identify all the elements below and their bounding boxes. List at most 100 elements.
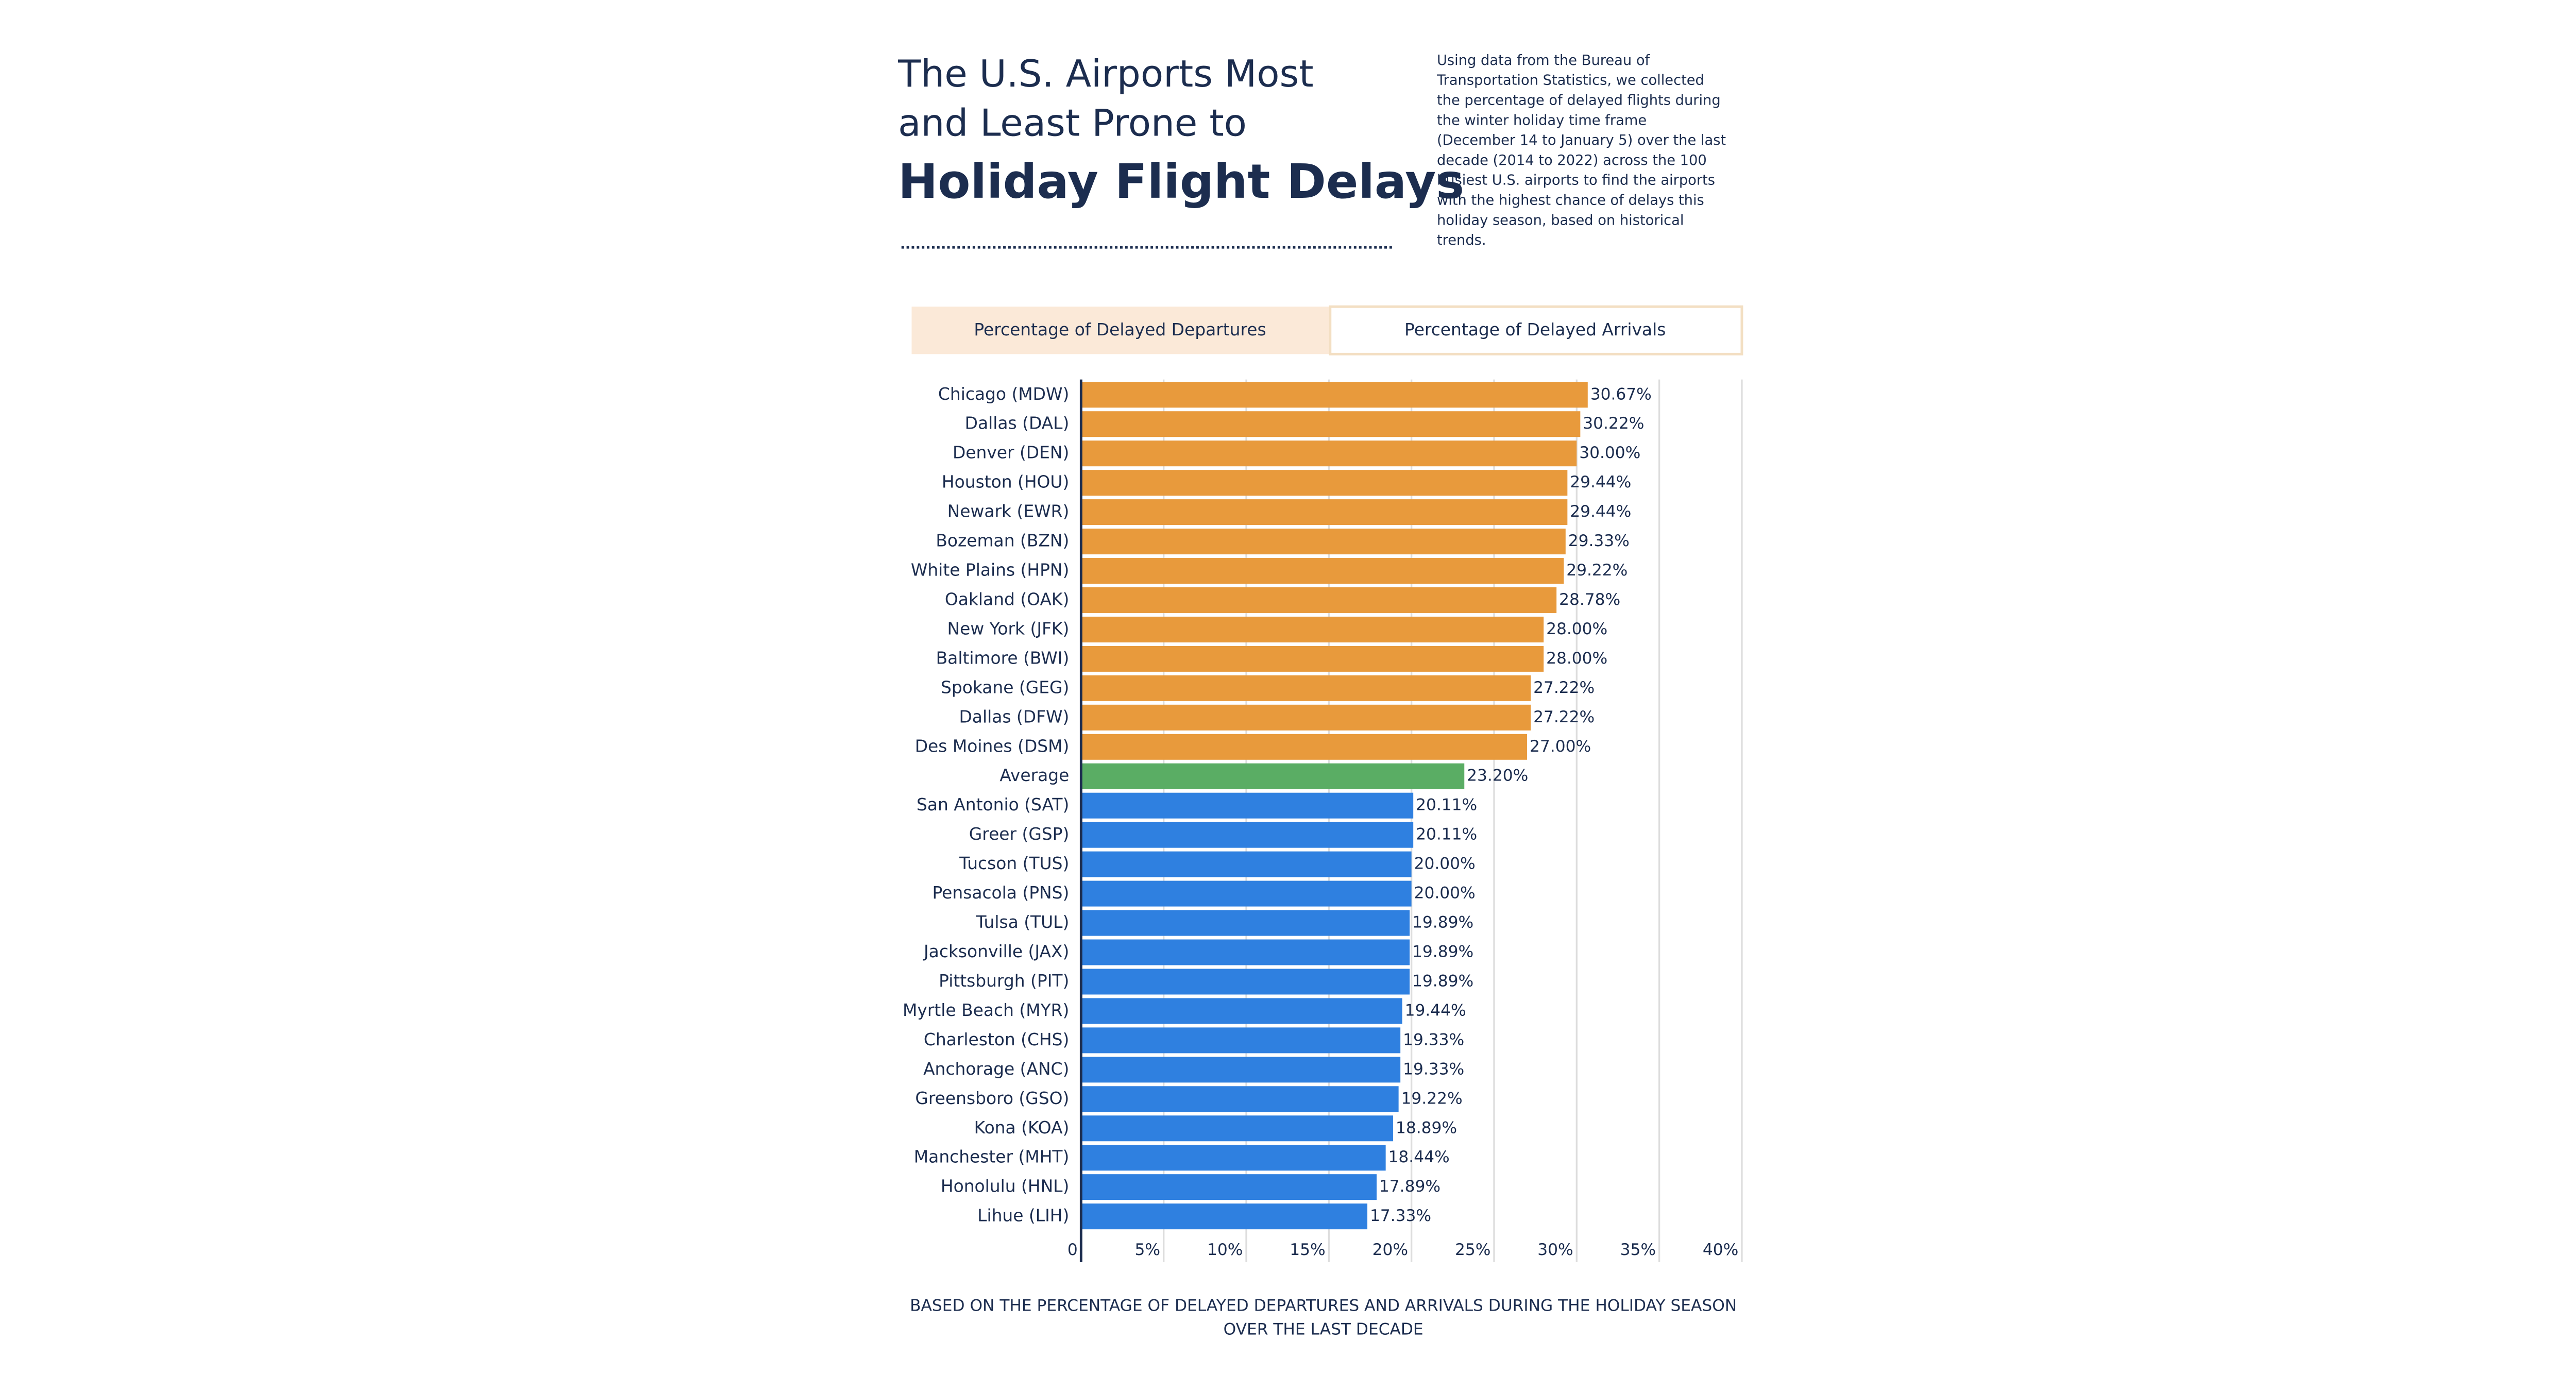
value-label: 28.00% xyxy=(1546,620,1607,638)
x-tick-label: 5% xyxy=(1135,1241,1161,1259)
y-tick-label: Kona (KOA) xyxy=(974,1117,1070,1138)
bar xyxy=(1081,646,1544,672)
bar xyxy=(1081,851,1412,877)
value-label: 29.22% xyxy=(1566,561,1628,580)
tab-active[interactable] xyxy=(1329,305,1743,355)
title-line: and Least Prone to xyxy=(898,101,1247,145)
bar xyxy=(1081,734,1528,760)
description-line: with the highest chance of delays this xyxy=(1437,193,1704,209)
footnote: BASED ON THE PERCENTAGE OF DELAYED DEPAR… xyxy=(910,1297,1737,1315)
y-tick-label: Newark (EWR) xyxy=(947,501,1070,521)
bar xyxy=(1081,1086,1399,1112)
x-tick-label: 30% xyxy=(1537,1241,1573,1259)
bar xyxy=(1081,998,1402,1024)
bar xyxy=(1081,704,1531,731)
bar xyxy=(1081,470,1568,496)
bar xyxy=(1081,763,1465,789)
bar xyxy=(1081,822,1414,848)
y-tick-label: Myrtle Beach (MYR) xyxy=(903,1000,1069,1020)
y-tick-label: San Antonio (SAT) xyxy=(917,794,1069,815)
bar xyxy=(1081,499,1568,525)
value-label: 20.00% xyxy=(1414,884,1476,903)
bar xyxy=(1081,411,1581,437)
y-tick-label: Spokane (GEG) xyxy=(941,677,1069,697)
tab-label[interactable]: Percentage of Delayed Departures xyxy=(974,319,1266,340)
value-label: 17.33% xyxy=(1370,1207,1431,1225)
x-tick-label: 0 xyxy=(1067,1241,1078,1259)
bar xyxy=(1081,1174,1377,1200)
y-tick-label: Lihue (LIH) xyxy=(977,1206,1069,1226)
y-tick-label: Greensboro (GSO) xyxy=(915,1088,1069,1108)
x-tick-label: 20% xyxy=(1372,1241,1408,1259)
bar xyxy=(1081,792,1414,819)
y-tick-label: Baltimore (BWI) xyxy=(936,648,1070,668)
value-label: 19.33% xyxy=(1403,1030,1464,1049)
x-tick-label: 40% xyxy=(1703,1241,1738,1259)
value-label: 20.11% xyxy=(1416,825,1477,844)
value-label: 30.22% xyxy=(1583,414,1644,433)
y-tick-label: Honolulu (HNL) xyxy=(941,1176,1069,1196)
x-tick-label: 15% xyxy=(1290,1241,1325,1259)
value-label: 19.44% xyxy=(1405,1001,1466,1020)
y-tick-label: Des Moines (DSM) xyxy=(915,736,1070,756)
description-line: decade (2014 to 2022) across the 100 xyxy=(1437,152,1707,168)
bar xyxy=(1081,939,1410,965)
x-tick-label: 35% xyxy=(1620,1241,1656,1259)
value-label: 30.00% xyxy=(1579,444,1640,462)
bar xyxy=(1081,1057,1401,1083)
y-tick-label: Tulsa (TUL) xyxy=(975,912,1069,932)
value-label: 18.89% xyxy=(1396,1118,1457,1137)
bar xyxy=(1081,616,1544,642)
value-label: 28.78% xyxy=(1559,590,1620,609)
value-label: 20.11% xyxy=(1416,796,1477,815)
value-label: 19.89% xyxy=(1412,913,1473,932)
value-label: 23.20% xyxy=(1467,767,1528,785)
value-label: 19.89% xyxy=(1412,942,1473,961)
y-tick-label: Tucson (TUS) xyxy=(959,853,1069,873)
value-label: 19.33% xyxy=(1403,1060,1464,1078)
value-label: 19.22% xyxy=(1401,1089,1463,1108)
description-line: Transportation Statistics, we collected xyxy=(1436,73,1704,89)
y-tick-label: Chicago (MDW) xyxy=(938,384,1069,404)
y-tick-label: Bozeman (BZN) xyxy=(936,531,1069,551)
y-tick-label: Dallas (DAL) xyxy=(965,413,1070,433)
x-tick-label: 25% xyxy=(1455,1241,1490,1259)
x-tick-label: 10% xyxy=(1207,1241,1243,1259)
bar xyxy=(1081,1203,1368,1230)
tab-inactive[interactable] xyxy=(911,307,1330,354)
y-tick-label: Average xyxy=(999,765,1069,785)
description-line: the percentage of delayed flights during xyxy=(1437,93,1721,109)
y-tick-label: Anchorage (ANC) xyxy=(923,1059,1069,1079)
y-tick-label: Pittsburgh (PIT) xyxy=(939,971,1069,991)
y-tick-label: Manchester (MHT) xyxy=(914,1147,1070,1167)
bar xyxy=(1081,558,1564,584)
y-tick-label: Charleston (CHS) xyxy=(924,1029,1069,1049)
bar xyxy=(1081,675,1531,701)
bar xyxy=(1081,1145,1386,1171)
bar xyxy=(1081,1027,1401,1054)
value-label: 28.00% xyxy=(1546,649,1607,668)
bar xyxy=(1081,880,1412,907)
bar xyxy=(1081,1115,1394,1142)
y-tick-label: Houston (HOU) xyxy=(942,472,1069,492)
y-tick-label: Greer (GSP) xyxy=(969,824,1070,844)
value-label: 29.44% xyxy=(1570,473,1631,491)
value-label: 17.89% xyxy=(1379,1177,1440,1196)
title-emphasis: Holiday Flight Delays xyxy=(898,154,1464,209)
value-label: 30.67% xyxy=(1590,385,1652,403)
bar xyxy=(1081,587,1557,613)
tab-label[interactable]: Percentage of Delayed Arrivals xyxy=(1404,319,1666,340)
y-tick-label: New York (JFK) xyxy=(947,618,1070,638)
footnote: OVER THE LAST DECADE xyxy=(1224,1320,1423,1339)
y-tick-label: Oakland (OAK) xyxy=(945,589,1070,609)
description-line: busiest U.S. airports to find the airpor… xyxy=(1437,173,1715,189)
value-label: 27.22% xyxy=(1533,678,1595,697)
bar xyxy=(1081,440,1577,467)
description-line: holiday season, based on historical xyxy=(1437,212,1684,228)
title-line: The U.S. Airports Most xyxy=(897,53,1313,96)
value-label: 18.44% xyxy=(1388,1148,1450,1166)
value-label: 19.89% xyxy=(1412,972,1473,990)
description-line: trends. xyxy=(1437,232,1486,248)
